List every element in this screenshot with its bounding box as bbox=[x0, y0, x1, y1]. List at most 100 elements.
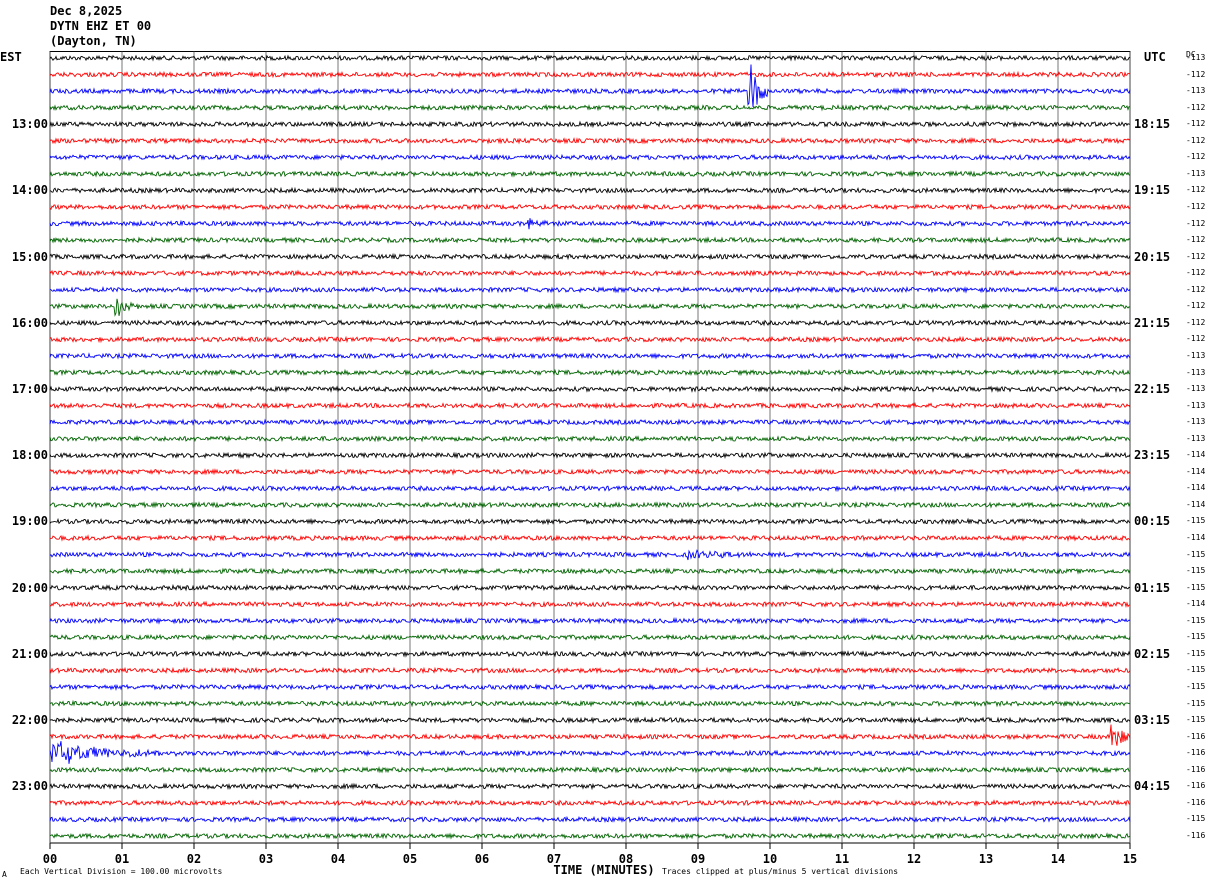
right-hour-label: 03:15 bbox=[1134, 713, 1171, 728]
right-hour-label: 00:15 bbox=[1134, 514, 1171, 529]
dc-offset-label: -116 bbox=[1186, 731, 1206, 741]
trace-line-42 bbox=[49, 741, 1131, 764]
trace-line-18 bbox=[49, 352, 1131, 360]
x-tick-label: 07 bbox=[546, 852, 562, 866]
trace-line-46 bbox=[49, 815, 1131, 824]
dc-offset-label: -113 bbox=[1186, 400, 1206, 410]
trace-line-4 bbox=[49, 120, 1131, 129]
x-tick-label: 12 bbox=[906, 852, 922, 866]
right-hour-label: 18:15 bbox=[1134, 117, 1171, 132]
dc-offset-label: -115 bbox=[1186, 682, 1206, 692]
dc-offset-label: -112 bbox=[1186, 135, 1206, 145]
trace-line-8 bbox=[49, 186, 1131, 195]
dc-offset-label: -115 bbox=[1186, 698, 1206, 708]
header-date: Dec 8,2025 bbox=[50, 4, 123, 18]
dc-offset-label: -116 bbox=[1186, 781, 1206, 791]
dc-offset-label: -115 bbox=[1186, 665, 1206, 675]
dc-offset-label: -112 bbox=[1186, 119, 1206, 129]
dc-offset-label: -113 bbox=[1186, 384, 1206, 394]
trace-line-45 bbox=[49, 799, 1131, 807]
x-tick-label: 00 bbox=[42, 852, 58, 866]
header-station: DYTN EHZ ET 00 bbox=[50, 19, 152, 33]
right-hour-label: 22:15 bbox=[1134, 382, 1171, 397]
x-tick-label: 09 bbox=[690, 852, 706, 866]
clip-note: Traces clipped at plus/minus 5 vertical … bbox=[662, 867, 899, 876]
dc-offset-label: -113 bbox=[1186, 53, 1206, 62]
dc-offset-label: -112 bbox=[1186, 185, 1206, 195]
left-hour-label: 18:00 bbox=[11, 448, 48, 463]
dc-offset-label: -115 bbox=[1186, 632, 1206, 642]
dc-offset-label: -113 bbox=[1186, 86, 1206, 96]
trace-line-35 bbox=[49, 633, 1131, 642]
trace-line-40 bbox=[49, 716, 1131, 725]
trace-line-1 bbox=[49, 70, 1131, 79]
dc-offset-label: -112 bbox=[1186, 69, 1206, 79]
x-tick-label: 02 bbox=[186, 852, 202, 866]
x-tick-label: 04 bbox=[330, 852, 346, 866]
left-hour-label: 13:00 bbox=[11, 117, 48, 132]
left-hour-label: 19:00 bbox=[11, 514, 48, 529]
x-tick-label: 03 bbox=[258, 852, 274, 866]
trace-line-27 bbox=[49, 501, 1131, 509]
trace-line-5 bbox=[49, 136, 1131, 145]
dc-offset-label: -115 bbox=[1186, 549, 1206, 559]
trace-line-25 bbox=[49, 468, 1131, 476]
right-hour-label: 01:15 bbox=[1134, 580, 1171, 595]
dc-offset-label: -112 bbox=[1186, 284, 1206, 294]
x-tick-label: 08 bbox=[618, 852, 634, 866]
trace-line-32 bbox=[49, 583, 1131, 592]
x-tick-label: 14 bbox=[1050, 852, 1066, 866]
corner-mark: A bbox=[2, 870, 7, 879]
trace-line-6 bbox=[49, 153, 1131, 162]
dc-offset-label: -112 bbox=[1186, 268, 1206, 278]
trace-line-44 bbox=[49, 782, 1131, 791]
right-hour-label: 21:15 bbox=[1134, 315, 1171, 330]
trace-line-47 bbox=[49, 832, 1131, 840]
dc-offset-label: -114 bbox=[1186, 450, 1206, 460]
trace-line-15 bbox=[49, 298, 1131, 317]
x-tick-label: 10 bbox=[762, 852, 778, 866]
dc-offset-label: -115 bbox=[1186, 715, 1206, 725]
dc-offset-label: -113 bbox=[1186, 367, 1206, 377]
right-hour-label: 20:15 bbox=[1134, 249, 1171, 264]
trace-line-11 bbox=[49, 236, 1131, 244]
dc-offset-label: -116 bbox=[1186, 797, 1206, 807]
dc-offset-label: -112 bbox=[1186, 235, 1206, 245]
trace-line-29 bbox=[49, 534, 1131, 542]
trace-line-16 bbox=[49, 319, 1131, 327]
x-tick-label: 01 bbox=[114, 852, 130, 866]
left-hour-label: 23:00 bbox=[11, 779, 48, 794]
trace-line-12 bbox=[49, 252, 1131, 261]
dc-offset-label: -113 bbox=[1186, 417, 1206, 427]
trace-line-26 bbox=[49, 484, 1131, 493]
dc-offset-label: -116 bbox=[1186, 831, 1206, 840]
dc-offset-label: -112 bbox=[1186, 301, 1206, 311]
trace-line-38 bbox=[49, 683, 1131, 691]
x-tick-label: 06 bbox=[474, 852, 490, 866]
left-hour-label: 22:00 bbox=[11, 713, 48, 728]
trace-line-17 bbox=[49, 335, 1131, 344]
left-hour-label: 20:00 bbox=[11, 580, 48, 595]
dc-offset-label: -112 bbox=[1186, 201, 1206, 211]
dc-offset-label: -114 bbox=[1186, 499, 1206, 509]
left-hour-label: 14:00 bbox=[11, 183, 48, 198]
trace-line-14 bbox=[49, 285, 1131, 294]
trace-line-24 bbox=[49, 451, 1131, 460]
left-hour-label: 15:00 bbox=[11, 249, 48, 264]
dc-label: DC bbox=[1186, 50, 1196, 59]
right-hour-label: 02:15 bbox=[1134, 646, 1171, 661]
dc-offset-label: -113 bbox=[1186, 168, 1206, 178]
dc-offset-label: -114 bbox=[1186, 533, 1206, 543]
trace-line-41 bbox=[49, 724, 1131, 746]
left-hour-label: 21:00 bbox=[11, 646, 48, 661]
trace-line-31 bbox=[49, 567, 1131, 576]
trace-line-34 bbox=[49, 617, 1131, 625]
x-axis-title: TIME (MINUTES) bbox=[553, 863, 655, 877]
trace-line-10 bbox=[49, 218, 1131, 230]
x-tick-label: 11 bbox=[834, 852, 850, 866]
trace-line-9 bbox=[49, 203, 1131, 211]
dc-offset-label: -115 bbox=[1186, 566, 1206, 576]
trace-line-0 bbox=[49, 54, 1131, 62]
trace-line-28 bbox=[49, 517, 1131, 526]
